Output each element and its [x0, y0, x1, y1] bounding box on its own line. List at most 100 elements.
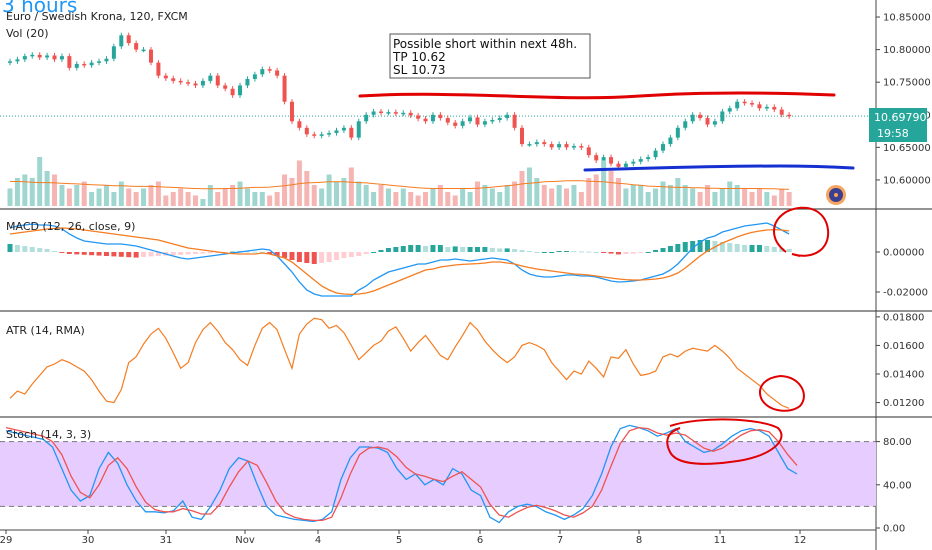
- candle-body: [735, 101, 740, 109]
- macd-histogram-bar: [526, 251, 532, 252]
- macd-histogram-bar: [608, 252, 614, 254]
- candle-body: [134, 43, 139, 50]
- macd-histogram-bar: [415, 245, 421, 252]
- macd-histogram-bar: [22, 246, 28, 252]
- price-tick-label: 10.85000: [883, 13, 931, 24]
- volume-bar: [593, 174, 599, 206]
- volume-bar: [7, 188, 13, 206]
- volume-bar: [385, 188, 391, 206]
- atr-tick-label: 0.01600: [883, 341, 924, 352]
- macd-histogram-bar: [200, 252, 206, 254]
- volume-bar: [541, 185, 547, 206]
- candle-body: [364, 114, 369, 122]
- candle-body: [460, 121, 465, 126]
- macd-histogram-bar: [771, 247, 777, 252]
- trade-note[interactable]: Possible short within next 48h. TP 10.62…: [389, 33, 591, 79]
- macd-pane[interactable]: [7, 222, 792, 297]
- stoch-k-line: [5, 424, 798, 524]
- macd-histogram-bar: [489, 248, 495, 252]
- macd-histogram-bar: [341, 252, 347, 258]
- candle-body: [208, 75, 213, 81]
- volume-bar: [52, 174, 58, 206]
- price-pane[interactable]: [8, 32, 792, 170]
- macd-histogram-bar: [697, 240, 703, 252]
- volume-bar: [749, 192, 755, 206]
- volume-bar: [467, 192, 473, 206]
- macd-histogram-bar: [304, 252, 310, 263]
- volume-bar: [22, 174, 28, 206]
- macd-histogram-bar: [170, 252, 176, 256]
- volume-bar: [319, 188, 325, 206]
- macd-histogram-bar: [719, 242, 725, 252]
- volume-bar: [786, 192, 792, 206]
- volume-bar: [103, 185, 109, 206]
- volume-bar: [764, 192, 770, 206]
- candle-body: [683, 121, 688, 128]
- volume-bar: [400, 188, 406, 206]
- volume-bar: [37, 157, 43, 206]
- candle-body: [371, 111, 376, 115]
- candle-body: [720, 111, 725, 122]
- macd-histogram-bar: [460, 247, 466, 252]
- candle-body: [260, 69, 265, 75]
- volume-bar: [155, 181, 161, 206]
- candle-body: [653, 150, 658, 158]
- volume-bar: [408, 192, 414, 206]
- candle-body: [668, 137, 673, 145]
- macd-histogram-bar: [111, 252, 117, 257]
- note-box: [389, 33, 591, 79]
- candle-body: [178, 80, 183, 83]
- candle-body: [89, 62, 94, 66]
- volume-bar: [697, 192, 703, 206]
- watermark-logo-icon[interactable]: [826, 185, 846, 205]
- macd-circle-annotation: [773, 206, 830, 257]
- candle-body: [475, 117, 480, 125]
- macd-histogram-bar: [393, 247, 399, 252]
- candle-body: [416, 115, 421, 119]
- stoch-d-line: [5, 426, 798, 522]
- atr-line: [9, 317, 790, 409]
- volume-bar: [608, 171, 614, 206]
- volume-bar: [185, 192, 191, 206]
- price-tick-label: 10.75000: [883, 78, 931, 89]
- macd-histogram-bar: [118, 252, 124, 257]
- volume-bar: [415, 195, 421, 206]
- stoch-pane[interactable]: [0, 424, 876, 524]
- stoch-label: Stoch (14, 3, 3): [6, 428, 91, 441]
- macd-histogram-bar: [734, 244, 740, 252]
- volume-bar: [578, 192, 584, 206]
- volume-bar: [734, 185, 740, 206]
- candle-body: [297, 121, 302, 128]
- macd-histogram-bar: [252, 251, 258, 253]
- volume-bar: [727, 181, 733, 206]
- volume-bar: [341, 178, 347, 206]
- candle-body: [171, 78, 176, 81]
- stoch-tick-label: 0.00: [883, 524, 905, 535]
- candle-body: [8, 61, 12, 63]
- last-price-badge: 10.69790 19:58: [869, 108, 927, 142]
- volume-bar: [653, 188, 659, 206]
- macd-histogram-bar: [267, 252, 273, 254]
- macd-histogram-bar: [230, 251, 236, 253]
- volume-bar: [222, 188, 228, 206]
- x-tick-label: 30: [82, 535, 95, 546]
- macd-histogram-bar: [586, 251, 592, 253]
- candle-body: [252, 74, 257, 79]
- macd-histogram-bar: [81, 252, 87, 255]
- volume-bar: [118, 181, 124, 206]
- candle-body: [586, 147, 591, 156]
- atr-pane[interactable]: [9, 317, 790, 409]
- volume-bar: [66, 188, 72, 206]
- candle-body: [186, 82, 191, 84]
- volume-bar: [348, 167, 354, 206]
- macd-histogram-bar: [356, 252, 362, 256]
- candle-body: [430, 114, 435, 122]
- volume-bar: [393, 192, 399, 206]
- macd-histogram-bar: [348, 252, 354, 257]
- candle-body: [82, 63, 87, 66]
- candle-body: [267, 69, 272, 71]
- candle-body: [163, 75, 168, 79]
- macd-histogram-bar: [630, 252, 636, 254]
- volume-bar: [267, 195, 273, 206]
